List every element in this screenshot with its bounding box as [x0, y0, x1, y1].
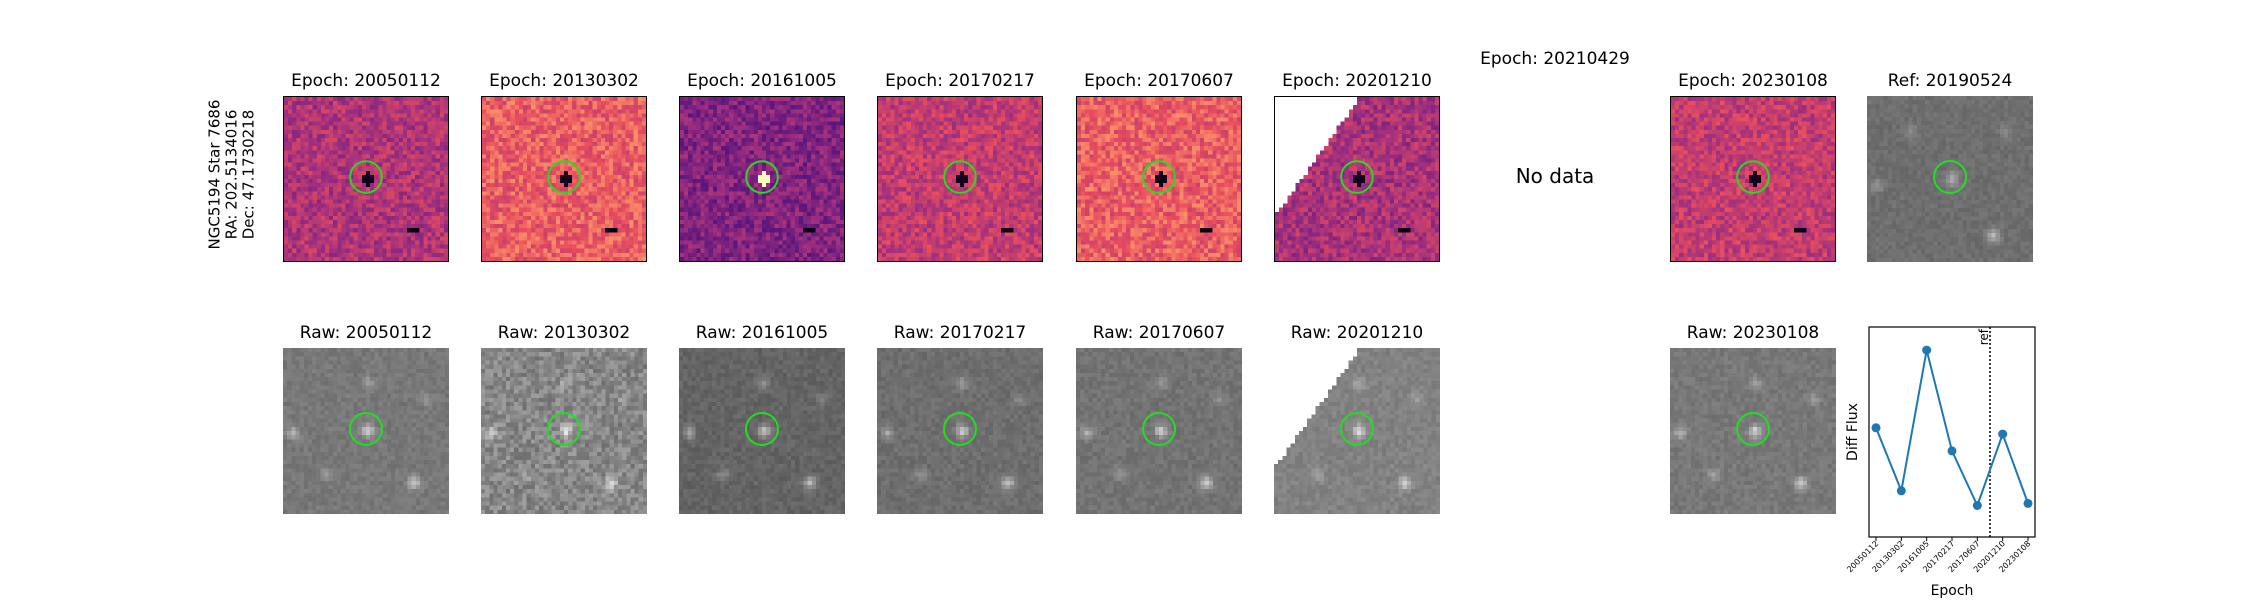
- raw-panel-0: [283, 348, 449, 514]
- raw-panel-4: [1076, 348, 1242, 514]
- diff-panel-title-6: Epoch: 20210429: [1480, 49, 1630, 69]
- star-ra: RA: 202.5134016: [222, 109, 241, 240]
- raw-panel-title-0: Raw: 20050112: [299, 323, 433, 343]
- y-axis-label: Diff Flux: [1845, 403, 1861, 461]
- raw-panel-1: [481, 348, 647, 514]
- no-data-text: No data: [1515, 164, 1595, 188]
- raw-panel-title-2: Raw: 20161005: [695, 323, 829, 343]
- diff-aperture-ring-7: [1736, 160, 1770, 194]
- data-point-4: [1972, 501, 1982, 510]
- raw-aperture-ring-0: [349, 412, 383, 446]
- diff-aperture-ring-2: [745, 160, 779, 194]
- diff-panel-6: No data: [1472, 96, 1638, 262]
- data-point-1: [1896, 486, 1906, 496]
- raw-aperture-ring-3: [943, 412, 977, 446]
- raw-panel-7: [1670, 348, 1836, 514]
- diff-panel-title-5: Epoch: 20201210: [1282, 71, 1432, 91]
- ref-aperture-ring-0: [1933, 160, 1967, 194]
- data-point-6: [2023, 498, 2033, 508]
- raw-aperture-ring-7: [1736, 412, 1770, 446]
- data-point-2: [1922, 345, 1932, 355]
- diff-panel-5: [1274, 96, 1440, 262]
- diff-panel-0: [283, 96, 449, 262]
- raw-panel-title-5: Raw: 20201210: [1290, 323, 1424, 343]
- raw-aperture-ring-2: [745, 412, 779, 446]
- plot-frame: [1868, 326, 2036, 538]
- raw-panel-3: [877, 348, 1043, 514]
- raw-panel-title-4: Raw: 20170607: [1092, 323, 1226, 343]
- raw-aperture-ring-1: [547, 412, 581, 446]
- data-point-0: [1871, 423, 1881, 433]
- star-name: NGC5194 Star 7686: [205, 99, 224, 250]
- diff-panel-title-2: Epoch: 20161005: [687, 71, 837, 91]
- series-line: [1875, 349, 2029, 509]
- x-axis-label: Epoch: [1931, 583, 1974, 599]
- ref-panel-title: Ref: 20190524: [1887, 71, 2013, 91]
- data-point-5: [1998, 429, 2008, 439]
- diff-panel-3: [877, 96, 1043, 262]
- star-dec: Dec: 47.1730218: [239, 109, 258, 240]
- diff-panel-title-3: Epoch: 20170217: [885, 71, 1035, 91]
- raw-panel-2: [679, 348, 845, 514]
- raw-aperture-ring-5: [1340, 412, 1374, 446]
- ref-marker-label: ref: [1977, 328, 1991, 345]
- diff-aperture-ring-1: [547, 160, 581, 194]
- diff-aperture-ring-0: [349, 160, 383, 194]
- data-point-3: [1947, 446, 1957, 456]
- diff-panel-1: [481, 96, 647, 262]
- diff-aperture-ring-3: [943, 160, 977, 194]
- diff-panel-title-7: Epoch: 20230108: [1678, 71, 1828, 91]
- diff-panel-2: [679, 96, 845, 262]
- diff-panel-4: [1076, 96, 1242, 262]
- raw-panel-title-7: Raw: 20230108: [1686, 323, 1820, 343]
- diff-aperture-ring-4: [1142, 160, 1176, 194]
- ref-panel: [1867, 96, 2033, 262]
- raw-panel-title-1: Raw: 20130302: [497, 323, 631, 343]
- diff-panel-title-4: Epoch: 20170607: [1084, 71, 1234, 91]
- diff-panel-7: [1670, 96, 1836, 262]
- raw-aperture-ring-4: [1142, 412, 1176, 446]
- light-curve-chart: ref2005011220130302201610052017021720170…: [1845, 326, 2036, 599]
- diff-panel-title-1: Epoch: 20130302: [489, 71, 639, 91]
- diff-aperture-ring-5: [1340, 160, 1374, 194]
- raw-panel-5: [1274, 348, 1440, 514]
- raw-panel-title-3: Raw: 20170217: [893, 323, 1027, 343]
- diff-panel-title-0: Epoch: 20050112: [291, 71, 441, 91]
